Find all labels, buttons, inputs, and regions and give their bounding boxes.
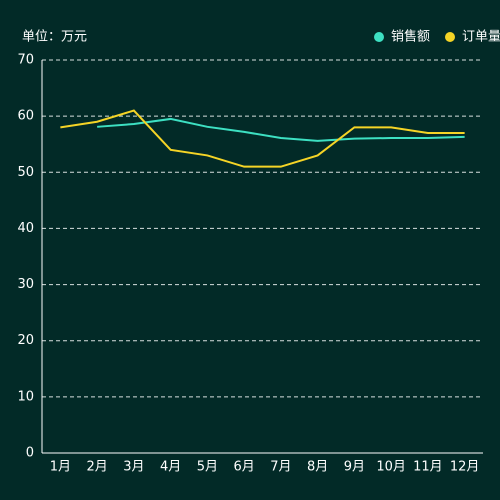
x-tick-label: 9月 — [344, 460, 365, 475]
y-tick-label: 60 — [17, 109, 34, 124]
y-tick-label: 50 — [17, 165, 34, 180]
unit-label: 单位：万元 — [22, 30, 87, 45]
x-tick-label: 12月 — [450, 460, 480, 475]
x-tick-label: 3月 — [123, 460, 144, 475]
legend-marker — [374, 32, 384, 42]
y-tick-label: 70 — [17, 53, 34, 68]
legend-label: 订单量 — [462, 30, 500, 45]
legend-label: 销售额 — [391, 29, 430, 45]
legend-marker — [445, 32, 455, 42]
x-tick-label: 8月 — [307, 460, 328, 475]
y-tick-label: 40 — [17, 221, 34, 236]
series-line — [97, 117, 465, 142]
y-tick-label: 30 — [17, 277, 34, 292]
y-tick-label: 10 — [17, 389, 34, 404]
x-tick-label: 1月 — [50, 460, 71, 475]
series-line — [60, 109, 465, 168]
x-tick-label: 7月 — [270, 460, 291, 475]
x-tick-label: 11月 — [413, 460, 443, 475]
x-tick-label: 6月 — [233, 460, 254, 475]
x-tick-label: 4月 — [160, 460, 181, 475]
x-tick-label: 2月 — [86, 460, 107, 475]
x-tick-label: 5月 — [197, 460, 218, 475]
y-tick-label: 0 — [26, 446, 34, 461]
y-tick-label: 20 — [17, 333, 34, 348]
x-tick-label: 10月 — [376, 460, 406, 475]
